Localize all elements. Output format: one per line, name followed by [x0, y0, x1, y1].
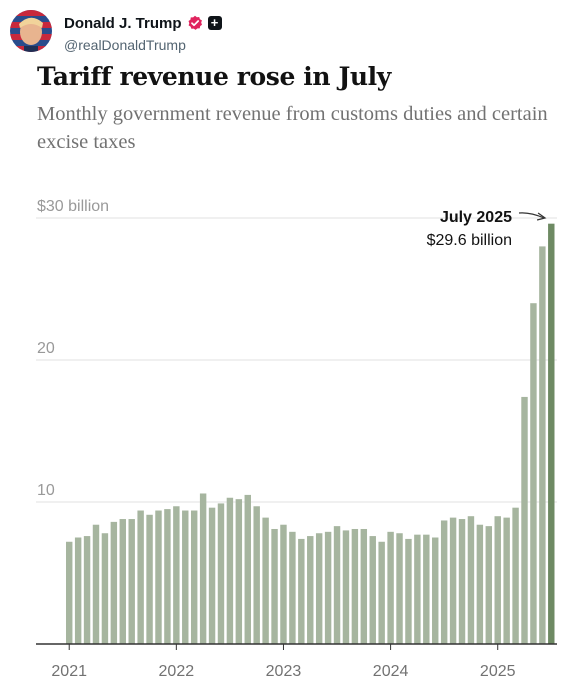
bar-2021-08 [128, 519, 135, 644]
bar-2022-10 [253, 506, 260, 644]
bar-2023-06 [324, 531, 332, 644]
bar-2024-10 [467, 516, 475, 644]
bar-2021-10 [146, 514, 153, 644]
bar-2022-04 [199, 493, 207, 644]
x-tick-label: 2022 [159, 663, 195, 680]
bar-2022-02 [182, 510, 189, 644]
bar-2021-07 [119, 519, 126, 644]
bar-2022-07 [226, 497, 234, 644]
bar-2021-03 [83, 536, 91, 644]
avatar[interactable] [10, 10, 52, 52]
chart-title: Tariff revenue rose in July [37, 62, 391, 91]
bar-2022-12 [271, 528, 278, 644]
bar-2025-03 [512, 507, 519, 644]
display-name[interactable]: Donald J. Trump [64, 14, 182, 32]
bar-2023-11 [369, 536, 376, 644]
y-tick-label: 20 [37, 340, 55, 357]
bar-2021-01 [66, 541, 73, 644]
bar-2024-09 [458, 519, 466, 644]
bar-2022-05 [208, 507, 216, 644]
bar-2025-01 [494, 516, 501, 644]
bar-2021-06 [110, 521, 118, 644]
x-tick-label: 2021 [51, 663, 87, 680]
bar-2023-03 [298, 538, 305, 644]
x-tick-label: 2023 [266, 663, 302, 680]
bar-2024-03 [405, 538, 412, 644]
y-tick-label: 10 [37, 482, 55, 499]
bar-2025-04 [521, 396, 528, 644]
bar-2025-07 [548, 223, 555, 644]
bar-2023-04 [307, 536, 314, 644]
bar-2024-04 [414, 534, 421, 644]
bar-2021-04 [92, 524, 100, 644]
x-tick-label: 2024 [373, 663, 409, 680]
bar-2025-02 [503, 517, 510, 644]
bar-2025-06 [539, 246, 546, 644]
bar-2024-02 [396, 533, 403, 644]
bar-2021-12 [164, 509, 171, 644]
bar-2021-11 [155, 510, 162, 644]
bar-2024-12 [485, 526, 493, 644]
bar-2023-09 [351, 528, 359, 644]
grid-lines: $30 billion 20 10 [36, 198, 557, 503]
bar-2022-03 [190, 510, 198, 644]
bar-2023-07 [333, 526, 341, 644]
annotation-value: $29.6 billion [427, 232, 512, 249]
annotation-arrow [518, 212, 545, 219]
bar-2022-08 [235, 499, 243, 644]
verified-badge-icon [188, 15, 202, 30]
y-tick-label: $30 billion [37, 198, 109, 215]
bar-chart: $30 billion 20 10 2021 2022 2023 2024 2025 Jul… [36, 198, 557, 680]
bar-2021-05 [101, 533, 109, 644]
bar-2023-01 [280, 524, 287, 644]
x-tick-label: 2025 [480, 663, 516, 680]
bars [66, 223, 555, 644]
annotation: July 2025 $29.6 billion [427, 209, 547, 249]
chart-subtitle: Monthly government revenue from customs … [37, 103, 548, 153]
axes: 2021 2022 2023 2024 2025 [36, 643, 557, 680]
bar-2025-05 [530, 303, 537, 644]
bar-2021-02 [74, 537, 82, 644]
bar-2024-11 [476, 524, 484, 644]
bar-2022-11 [262, 517, 269, 644]
avatar-image [10, 10, 52, 52]
bar-2023-08 [342, 530, 350, 644]
bar-2022-01 [173, 506, 180, 644]
bar-2024-05 [423, 534, 430, 644]
bar-2023-12 [378, 541, 385, 644]
handle[interactable]: @realDonaldTrump [64, 37, 186, 53]
bar-2021-09 [137, 510, 144, 644]
bar-2022-09 [244, 494, 251, 644]
bar-2024-08 [449, 517, 457, 644]
bar-2024-07 [440, 520, 448, 644]
annotation-arrowhead [536, 212, 547, 221]
bar-2023-02 [289, 531, 296, 644]
plus-badge-icon: + [207, 16, 222, 30]
bar-2023-10 [360, 528, 368, 644]
post-header: Donald J. Trump + @realDonaldTrump [10, 8, 570, 58]
bar-2024-06 [432, 537, 439, 644]
bar-2024-01 [387, 531, 394, 644]
bar-2023-05 [315, 533, 323, 644]
bar-2022-06 [217, 503, 225, 644]
annotation-title: July 2025 [440, 209, 512, 226]
